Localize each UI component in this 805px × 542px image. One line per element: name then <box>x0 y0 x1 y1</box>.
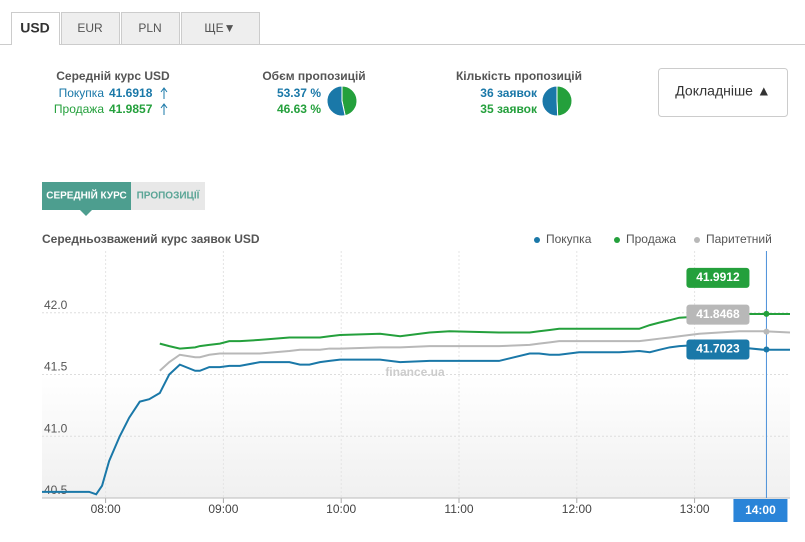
tab[interactable] <box>181 12 260 45</box>
chart-title: Середньозважений курс заявок USD <box>42 232 260 246</box>
hover-point <box>763 310 770 317</box>
y-tick-label: 41.0 <box>44 421 68 435</box>
y-tick-label: 41.5 <box>44 360 68 374</box>
chart-tab[interactable] <box>131 182 205 210</box>
pie-slice <box>541 85 559 117</box>
tab-label[interactable]: ЩЕ▼ <box>204 21 235 35</box>
tab-label[interactable]: PLN <box>138 21 161 35</box>
crosshair-label-box <box>733 499 788 522</box>
chart-tab-label[interactable]: СЕРЕДНІЙ КУРС <box>46 189 127 202</box>
stat-value: 36 заявок <box>480 86 538 100</box>
hover-flag <box>686 267 750 288</box>
tab[interactable] <box>61 12 120 45</box>
stat-label: Продажа <box>54 102 104 116</box>
tab-label[interactable]: EUR <box>77 21 103 35</box>
hover-point <box>763 346 770 353</box>
details-button-label[interactable]: Докладніше ▲ <box>675 83 770 99</box>
hover-value: 41.8468 <box>696 307 740 321</box>
legend-label[interactable]: Продажа <box>626 232 676 246</box>
x-tick-label: 08:00 <box>91 502 121 516</box>
legend-label[interactable]: Покупка <box>546 232 592 246</box>
crosshair-label: 14:00 <box>745 503 776 517</box>
up-arrow <box>160 103 168 115</box>
hover-flag <box>686 304 750 325</box>
legend-marker <box>534 237 540 243</box>
legend-marker <box>694 237 700 243</box>
x-tick-label: 12:00 <box>562 502 592 516</box>
y-tick-label: 42.0 <box>44 298 68 312</box>
stat-label: Покупка <box>59 86 105 100</box>
pie-slice <box>341 85 358 117</box>
y-tick-label: 40.5 <box>44 483 68 497</box>
stat-title: Середній курс USD <box>56 69 170 83</box>
stat-title: Кількість пропозицій <box>456 69 582 83</box>
tab-pointer <box>80 210 92 216</box>
chart-tab-active[interactable] <box>42 182 131 210</box>
legend-marker <box>614 237 620 243</box>
tab[interactable] <box>121 12 180 45</box>
up-arrow <box>160 87 168 99</box>
plot: 40.5 41.0 41.5 42.0 08:00 09:00 10:00 11:00 12:0… <box>42 232 791 522</box>
x-tick-label: 11:00 <box>444 502 473 516</box>
x-tick-label: 13:00 <box>680 502 710 516</box>
hover-flag <box>686 339 750 360</box>
stat-value: 46.63 % <box>277 102 321 116</box>
series-line <box>159 312 790 350</box>
pie-slice <box>326 85 346 117</box>
pie-slice <box>556 85 573 117</box>
details-button[interactable] <box>658 68 788 117</box>
stat-value: 41.9857 <box>109 102 153 116</box>
stat-value: 41.6918 <box>109 86 153 100</box>
hover-value: 41.7023 <box>696 342 740 356</box>
series-line <box>42 343 790 496</box>
hover-point <box>763 328 770 335</box>
watermark: finance.ua <box>385 365 445 379</box>
tabs: USD EUR PLN ЩЕ▼ <box>11 12 260 46</box>
x-tick-label: 09:00 <box>208 502 238 516</box>
x-tick-label: 10:00 <box>326 502 356 516</box>
stat-value: 53.37 % <box>277 86 321 100</box>
tab-label[interactable]: USD <box>20 20 50 36</box>
chart-tab-label[interactable]: ПРОПОЗИЦІЇ <box>137 189 200 202</box>
tab-cover <box>12 43 59 46</box>
stat-title: Обєм пропозицій <box>262 69 365 83</box>
stat-value: 35 заявок <box>480 102 538 116</box>
legend-label[interactable]: Паритетний <box>706 232 772 246</box>
series-line <box>159 330 791 372</box>
hover-value: 41.9912 <box>696 270 740 284</box>
